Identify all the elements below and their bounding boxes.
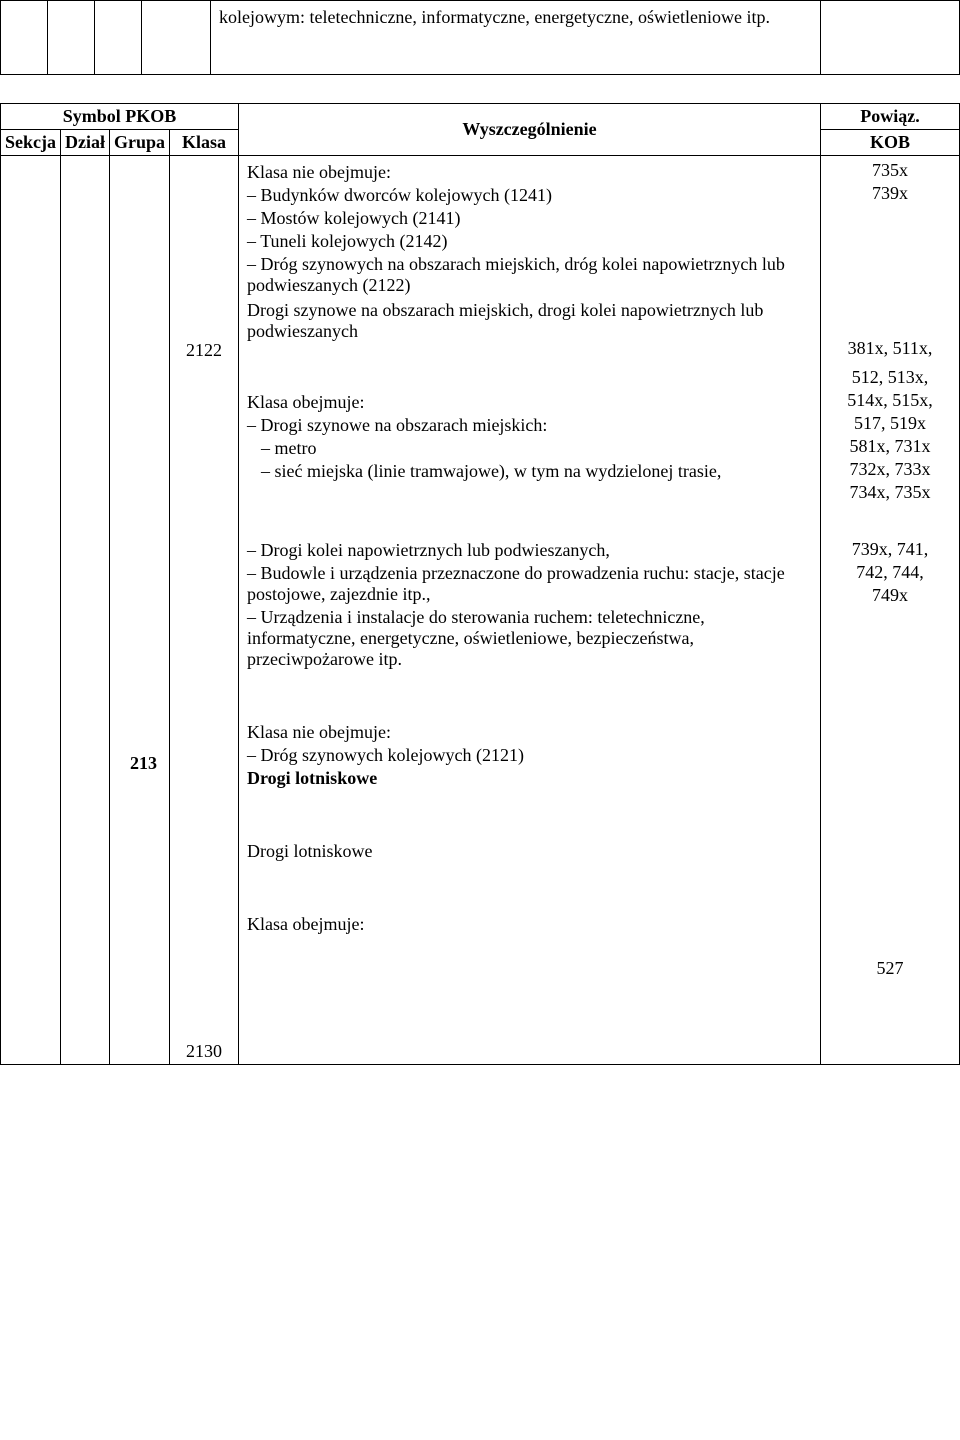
b2-item-0: – Drogi kolei napowietrznych lub podwies… xyxy=(247,540,812,561)
col-klasa-cell xyxy=(142,1,211,75)
sekcja-cell xyxy=(1,156,61,1065)
header-symbol-pkob: Symbol PKOB xyxy=(1,104,239,130)
header-powiaz: Powiąz. xyxy=(821,104,960,130)
b2-item-2: – Urządzenia i instalacje do sterowania … xyxy=(247,607,812,670)
header-wyszczegolnienie: Wyszczególnienie xyxy=(239,104,821,156)
klasa-2130: 2130 xyxy=(174,1041,234,1062)
body-row: 213 2122 2130 Klasa nie obejmuje: – Budy… xyxy=(1,156,960,1065)
kob-b1-0: 735x xyxy=(825,160,955,181)
b1-item-3: – Dróg szynowych na obszarach miejskich,… xyxy=(247,254,812,296)
kob-b1-1: 739x xyxy=(825,183,955,204)
b1-label: Klasa nie obejmuje: xyxy=(247,162,812,183)
r213-title: Drogi lotniskowe xyxy=(247,768,812,789)
r213-knob: Klasa nie obejmuje: xyxy=(247,722,812,743)
kob-b2-0: 739x, 741, xyxy=(825,539,955,560)
kob-r2122-5: 732x, 733x xyxy=(825,459,955,480)
top-fragment-table: kolejowym: teletechniczne, informatyczne… xyxy=(0,0,960,75)
klasa-2122: 2122 xyxy=(174,340,234,361)
kob-b2-1: 742, 744, xyxy=(825,562,955,583)
footer-klasa-obejmuje: Klasa obejmuje: xyxy=(247,914,812,935)
header-dzial: Dział xyxy=(61,130,110,156)
kob-r2122-0: 381x, 511x, xyxy=(825,338,955,359)
desc-cell: Klasa nie obejmuje: – Budynków dworców k… xyxy=(239,156,821,1065)
b1-item-2: – Tuneli kolejowych (2142) xyxy=(247,231,812,252)
col-sekcja-cell xyxy=(1,1,48,75)
kob-r2122-4: 581x, 731x xyxy=(825,436,955,457)
header-sekcja: Sekcja xyxy=(1,130,61,156)
kob-r2130: 527 xyxy=(825,958,955,979)
r2122-item-1: – metro xyxy=(247,438,812,459)
main-table: Symbol PKOB Wyszczególnienie Powiąz. Sek… xyxy=(0,103,960,1065)
kob-b2-2: 749x xyxy=(825,585,955,606)
col-dzial-cell xyxy=(48,1,95,75)
grupa-cell: 213 xyxy=(110,156,170,1065)
header-klasa: Klasa xyxy=(170,130,239,156)
kob-r2122-1: 512, 513x, xyxy=(825,367,955,388)
header-kob: KOB xyxy=(821,130,960,156)
top-kob-cell xyxy=(821,1,960,75)
header-grupa: Grupa xyxy=(110,130,170,156)
r2122-klasa-obejmuje: Klasa obejmuje: xyxy=(247,392,812,413)
r2122-item-0: – Drogi szynowe na obszarach miejskich: xyxy=(247,415,812,436)
b2-item-1: – Budowle i urządzenia przeznaczone do p… xyxy=(247,563,812,605)
kob-r2122-6: 734x, 735x xyxy=(825,482,955,503)
r213-item: – Dróg szynowych kolejowych (2121) xyxy=(247,745,812,766)
kob-r2122-2: 514x, 515x, xyxy=(825,390,955,411)
r2122-title: Drogi szynowe na obszarach miejskich, dr… xyxy=(247,300,812,342)
b1-item-0: – Budynków dworców kolejowych (1241) xyxy=(247,185,812,206)
grupa-213: 213 xyxy=(114,753,173,774)
dzial-cell xyxy=(61,156,110,1065)
col-grupa-cell xyxy=(95,1,142,75)
b1-item-1: – Mostów kolejowych (2141) xyxy=(247,208,812,229)
kob-r2122-3: 517, 519x xyxy=(825,413,955,434)
klasa-cell: 2122 2130 xyxy=(170,156,239,1065)
r2130-title: Drogi lotniskowe xyxy=(247,841,812,862)
r2122-item-2: – sieć miejska (linie tramwajowe), w tym… xyxy=(247,461,812,482)
kob-cell: 735x 739x 381x, 511x, 512, 513x, 514x, 5… xyxy=(821,156,960,1065)
top-desc-cell: kolejowym: teletechniczne, informatyczne… xyxy=(211,1,821,75)
top-desc-text: kolejowym: teletechniczne, informatyczne… xyxy=(219,7,812,28)
header-row: Symbol PKOB Wyszczególnienie Powiąz. xyxy=(1,104,960,130)
